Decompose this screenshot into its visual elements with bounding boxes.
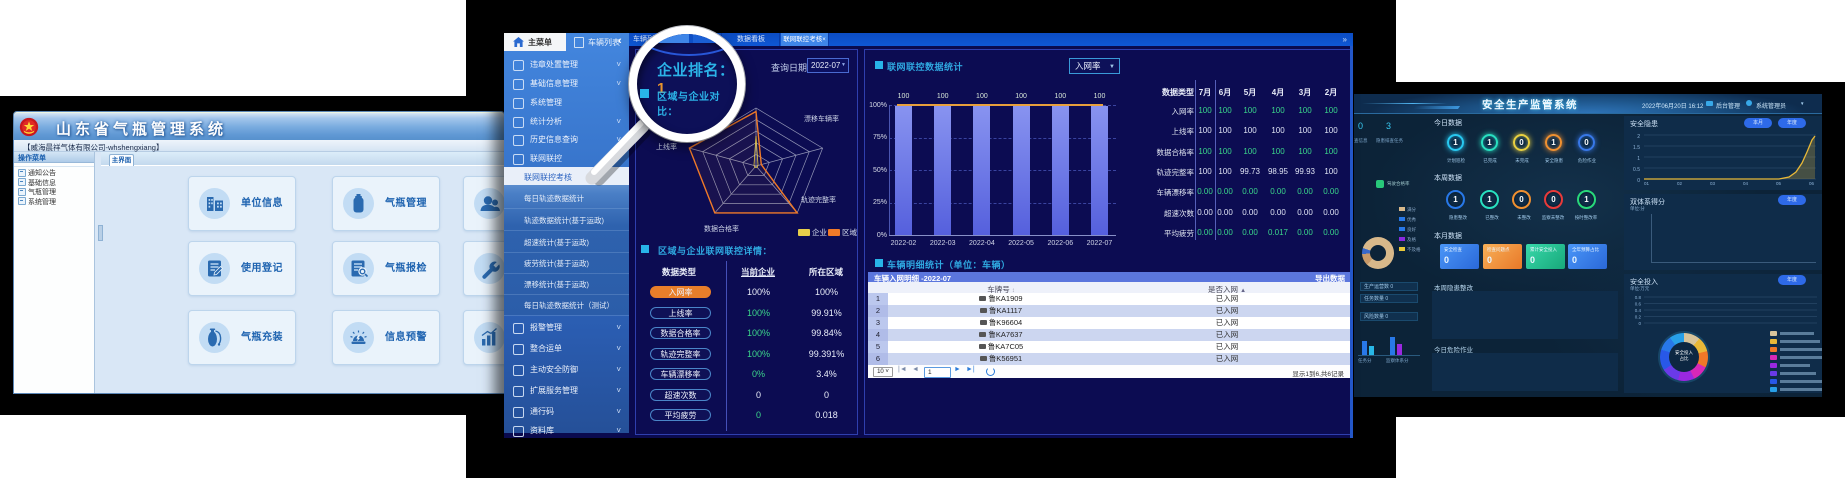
svg-text:01: 01 — [1644, 181, 1650, 186]
svg-text:02: 02 — [1677, 181, 1683, 186]
svg-text:2: 2 — [1637, 134, 1640, 140]
svg-text:0.5: 0.5 — [1633, 167, 1640, 173]
svg-text:0: 0 — [1638, 321, 1641, 326]
svg-text:0.8: 0.8 — [1635, 295, 1642, 300]
svg-text:1: 1 — [1637, 156, 1640, 162]
svg-text:03: 03 — [1710, 181, 1716, 186]
svg-text:06: 06 — [1809, 181, 1815, 186]
svg-text:1.5: 1.5 — [1633, 145, 1640, 151]
svg-text:0: 0 — [1637, 178, 1640, 184]
svg-text:0.4: 0.4 — [1635, 308, 1642, 313]
svg-text:04: 04 — [1743, 181, 1749, 186]
svg-text:0.2: 0.2 — [1635, 315, 1642, 320]
svg-text:05: 05 — [1776, 181, 1782, 186]
svg-text:0.6: 0.6 — [1635, 302, 1642, 307]
